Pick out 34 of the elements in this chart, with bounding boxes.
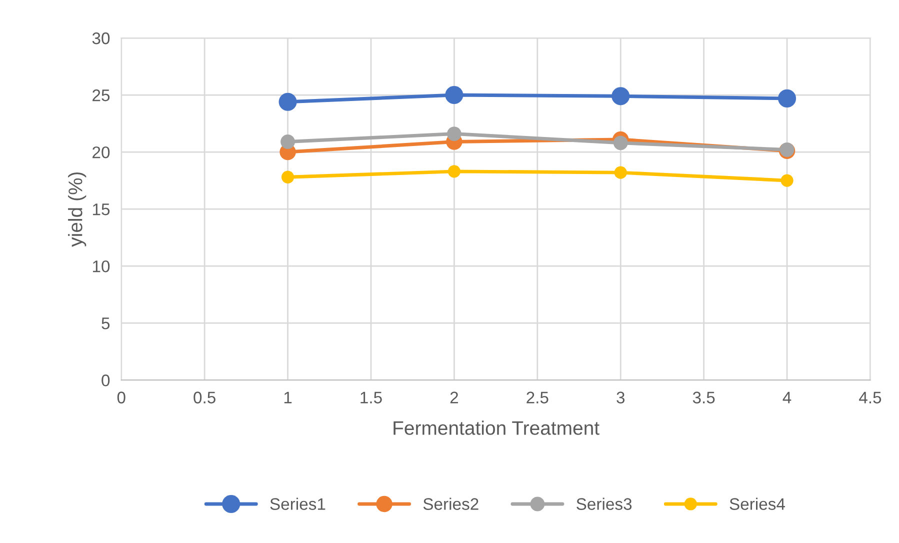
legend-label: Series2 [423, 498, 478, 510]
y-tick-label: 5 [102, 318, 110, 330]
x-tick-label: 1 [284, 392, 292, 404]
x-tick-label: 1.5 [360, 392, 382, 404]
x-tick-label: 3.5 [692, 392, 715, 404]
x-tick-label: 2.5 [526, 392, 548, 404]
x-tick-label: 2 [450, 392, 458, 404]
y-tick-label: 30 [92, 32, 110, 44]
point [280, 134, 296, 149]
y-tick-label: 15 [92, 204, 110, 216]
legend-label: Series3 [576, 498, 632, 510]
legend-label: Series1 [270, 498, 326, 510]
point [612, 87, 630, 106]
y-tick-label: 20 [92, 146, 110, 158]
point [613, 136, 628, 150]
point [448, 165, 461, 178]
point [445, 86, 464, 104]
x-tick-label: 0.5 [194, 392, 216, 404]
y-tick-label: 10 [92, 260, 110, 272]
point [614, 166, 627, 179]
x-tick-label: 3 [616, 392, 625, 404]
point [278, 92, 297, 111]
x-tick-label: 0 [117, 392, 126, 404]
y-axis-title: yield (%) [68, 172, 86, 247]
point [780, 174, 794, 187]
point [778, 89, 796, 108]
point [446, 126, 462, 142]
legend-label: Series4 [730, 498, 785, 510]
point [281, 170, 294, 184]
x-axis-title: Fermentation Treatment [394, 420, 600, 435]
y-tick-label: 25 [92, 89, 110, 102]
x-tick-label: 4.5 [859, 392, 882, 404]
y-tick-label: 0 [102, 374, 110, 386]
x-tick-label: 4 [782, 392, 792, 404]
